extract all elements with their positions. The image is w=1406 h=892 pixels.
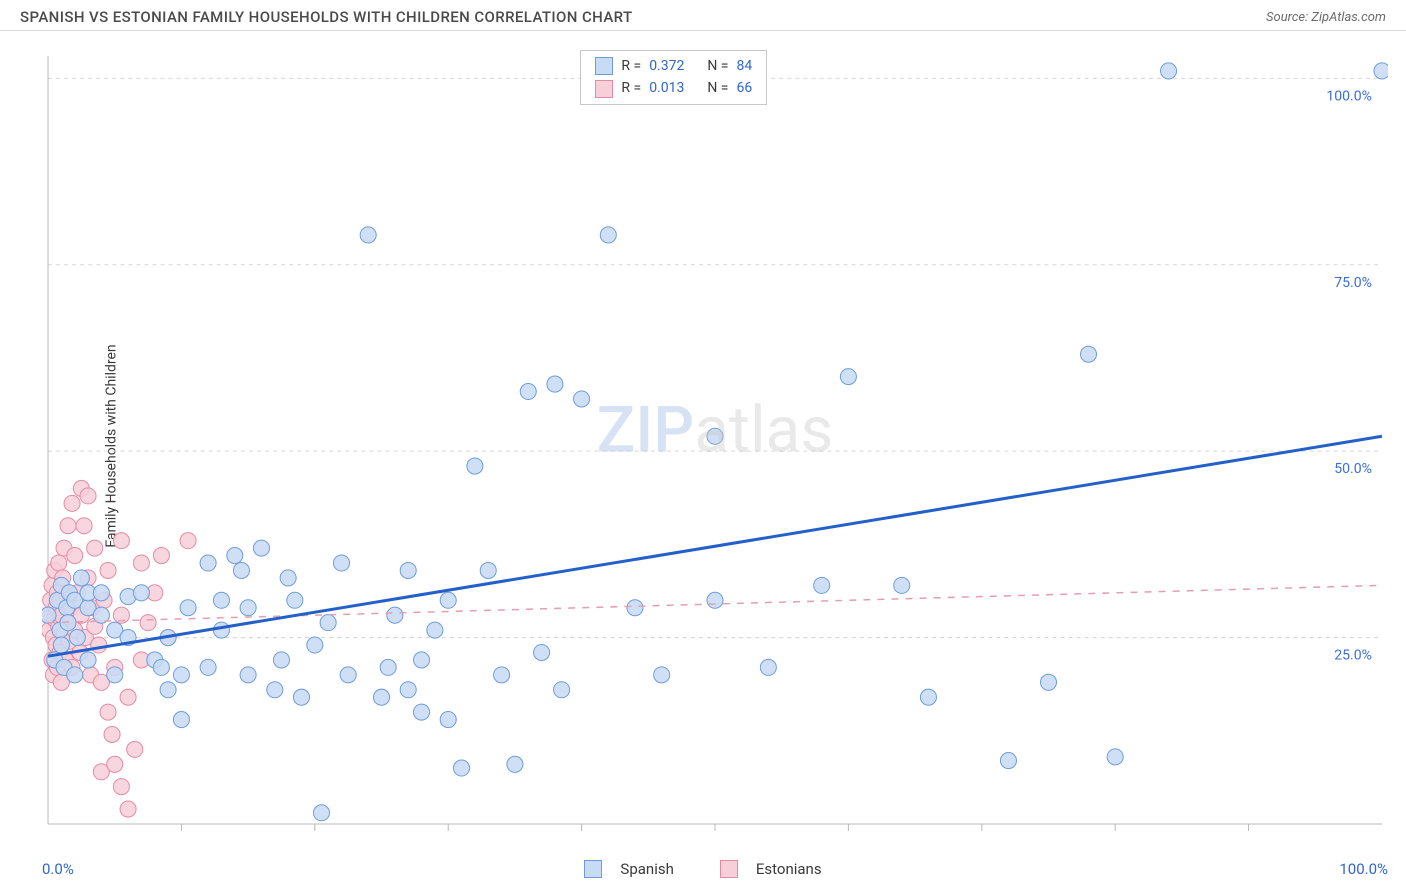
n-value-spanish: 84: [736, 55, 752, 77]
chart-title: SPANISH VS ESTONIAN FAMILY HOUSEHOLDS WI…: [20, 8, 633, 26]
header-bar: SPANISH VS ESTONIAN FAMILY HOUSEHOLDS WI…: [0, 0, 1406, 31]
n-label: N =: [707, 77, 728, 99]
n-label: N =: [707, 55, 728, 77]
plot-area: 25.0% 50.0% 75.0% 100.0% R = 0.372 N = 84 R…: [42, 50, 1388, 842]
svg-text:25.0%: 25.0%: [1334, 648, 1372, 664]
stats-row-estonians: R = 0.013 N = 66: [595, 77, 752, 99]
square-marker-spanish-icon: [595, 57, 613, 75]
stats-legend-box: R = 0.372 N = 84 R = 0.013 N = 66: [580, 50, 767, 105]
bottom-legend: Spanish Estonians: [0, 860, 1406, 878]
r-value-spanish: 0.372: [649, 55, 684, 77]
legend-label-spanish: Spanish: [620, 860, 673, 878]
legend-square-spanish-icon: [584, 860, 602, 878]
scatter-plot-svg: 25.0% 50.0% 75.0% 100.0%: [42, 50, 1388, 842]
r-label: R =: [621, 77, 641, 99]
r-value-estonians: 0.013: [649, 77, 684, 99]
source-attribution: Source: ZipAtlas.com: [1266, 10, 1386, 25]
legend-label-estonians: Estonians: [756, 860, 822, 878]
square-marker-estonians-icon: [595, 80, 613, 98]
svg-text:100.0%: 100.0%: [1326, 88, 1372, 104]
n-value-estonians: 66: [736, 77, 752, 99]
legend-square-estonians-icon: [720, 860, 738, 878]
svg-text:75.0%: 75.0%: [1334, 275, 1372, 291]
stats-row-spanish: R = 0.372 N = 84: [595, 55, 752, 77]
svg-text:50.0%: 50.0%: [1334, 461, 1372, 477]
r-label: R =: [621, 55, 641, 77]
